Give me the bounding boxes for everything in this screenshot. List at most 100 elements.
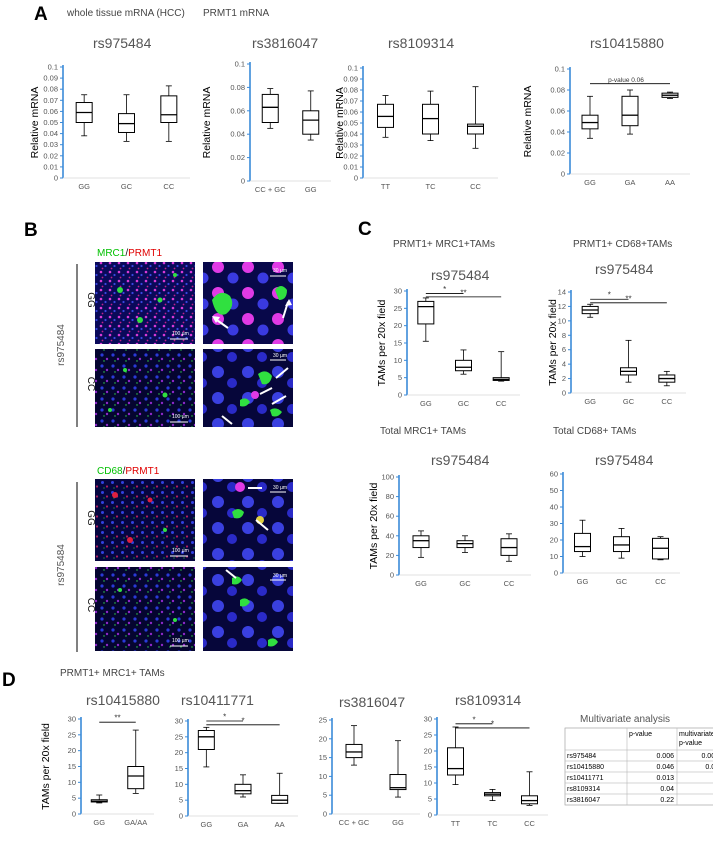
y-tick-label: 0	[179, 812, 183, 821]
y-axis-label: TAMs per 20x field	[40, 723, 52, 810]
box-cc	[467, 86, 484, 149]
table-cell-text: rs975484	[567, 753, 596, 760]
category-label: GG	[415, 579, 427, 588]
y-tick-label: 0.06	[343, 108, 358, 117]
micrograph-mrc1-gg-low: 100 µm	[95, 262, 195, 344]
y-tick-label: 80	[386, 492, 394, 501]
y-tick-label: 0.08	[43, 85, 58, 94]
mrc1-prmt1-label: MRC1/PRMT1	[97, 248, 162, 259]
y-axis-label: Relative mRNA	[522, 86, 534, 158]
chart-title: rs975484	[595, 261, 654, 277]
y-tick-label: 2	[562, 374, 566, 383]
y-tick-label: 0.04	[550, 128, 565, 137]
box-aa	[271, 772, 289, 804]
chart-title: rs10411771	[181, 692, 254, 708]
y-axis-label: Relative mRNA	[29, 87, 41, 159]
row-label-cc-bottom: CC	[85, 598, 96, 612]
y-tick-label: 0.02	[43, 151, 58, 160]
y-tick-label: 20	[68, 746, 76, 755]
y-tick-label: 15	[175, 764, 183, 773]
panel-c-header-2: PRMT1+ CD68+TAMs	[573, 239, 672, 250]
table-header-text: multivariate p-value	[679, 731, 713, 747]
box-gc	[455, 349, 472, 375]
box-body	[467, 123, 484, 135]
category-label: CC	[504, 579, 515, 588]
table-cell-text: rs8109314	[567, 786, 600, 793]
significance-label: **	[114, 714, 120, 723]
svg-text:30 µm: 30 µm	[273, 485, 287, 491]
y-tick-label: 0.08	[343, 86, 358, 95]
significance-label: **	[625, 294, 631, 303]
box-gg	[302, 90, 320, 141]
chart-title: rs975484	[93, 35, 152, 51]
chart-title: rs3816047	[339, 694, 405, 710]
y-tick-label: 0.06	[230, 106, 245, 115]
micrograph-cd68-cc-high: 30 µm	[203, 567, 293, 651]
y-tick-label: 10	[175, 780, 183, 789]
svg-text:100 µm: 100 µm	[172, 548, 189, 554]
box-body	[455, 359, 472, 372]
box-gg	[389, 740, 407, 798]
chart-c4: rs975484 0 10 20 30 40 50 60 GG GC CC	[550, 452, 680, 586]
box-body	[621, 95, 639, 127]
table-cell	[676, 793, 713, 806]
table-cell-text: 0.22	[660, 797, 674, 804]
significance-label: *	[223, 713, 226, 722]
svg-text:100 µm: 100 µm	[172, 331, 189, 337]
panel-c-header-4: Total CD68+ TAMs	[553, 426, 636, 437]
category-label: GG	[584, 178, 596, 187]
y-tick-label: 0	[323, 810, 327, 819]
micrograph-mrc1-gg-high: 30 µm	[203, 262, 293, 344]
panel-c-header-1: PRMT1+ MRC1+TAMs	[393, 239, 495, 250]
y-tick-label: 10	[550, 552, 558, 561]
box-body	[271, 794, 289, 804]
category-label: TC	[488, 819, 499, 828]
category-label: GG	[93, 818, 105, 827]
y-tick-label: 10	[558, 316, 566, 325]
box-body	[447, 747, 464, 776]
y-tick-label: 15	[424, 763, 432, 772]
chart-title: rs975484	[431, 267, 490, 283]
category-label: CC	[470, 182, 481, 191]
micrograph-cd68-gg-high: 30 µm	[203, 479, 293, 561]
box-body	[302, 110, 320, 135]
y-tick-label: 15	[68, 762, 76, 771]
chart-title: rs8109314	[455, 692, 521, 708]
table-header-line: p-value	[679, 740, 702, 747]
chart-d1: rs10415880 TAMs per 20x field 0 5 10 15 20 25 30…	[40, 692, 160, 827]
svg-text:30 µm: 30 µm	[273, 573, 287, 579]
chart-a3: rs8109314 Relative mRNA 0 0.01 0.02 0.03 0.04 0…	[334, 35, 498, 191]
row-label-gg-bottom: GG	[85, 510, 96, 526]
table-cell-text: rs10411771	[567, 775, 604, 782]
y-tick-label: 15	[394, 339, 402, 348]
chart-d2: rs10411771 0 5 10 15 20 25 30 GG GA AA * *	[175, 692, 298, 829]
y-tick-label: 5	[398, 373, 402, 382]
category-label: CC	[655, 577, 666, 586]
box-body	[160, 95, 178, 123]
category-label: TC	[426, 182, 437, 191]
y-tick-label: 4	[562, 360, 566, 369]
micrograph-mrc1-cc-low: 100 µm	[95, 349, 195, 427]
table-cell-text: 0.046	[656, 764, 674, 771]
box-body	[574, 532, 591, 553]
y-tick-label: 0	[354, 174, 358, 183]
significance-label: **	[460, 288, 466, 297]
y-tick-label: 0	[561, 170, 565, 179]
chart-c1: rs975484 TAMs per 20x field 0 5 10 15 20 25 30 GG…	[376, 267, 520, 408]
y-tick-label: 0.05	[43, 118, 58, 127]
y-tick-label: 0.02	[343, 152, 358, 161]
category-label: GG	[584, 397, 596, 406]
y-tick-label: 20	[424, 747, 432, 756]
box-cc	[492, 351, 510, 382]
box-gc	[456, 535, 474, 553]
y-tick-label: 25	[394, 304, 402, 313]
row-label-cc-top: CC	[85, 377, 96, 391]
box-gg	[197, 726, 215, 768]
group-label-bottom: rs975484	[56, 544, 67, 586]
y-tick-label: 0.1	[235, 60, 245, 69]
table-cell-text: 0.04	[660, 786, 674, 793]
y-tick-label: 0.07	[343, 97, 358, 106]
svg-text:30 µm: 30 µm	[273, 268, 287, 274]
y-tick-label: 40	[386, 531, 394, 540]
